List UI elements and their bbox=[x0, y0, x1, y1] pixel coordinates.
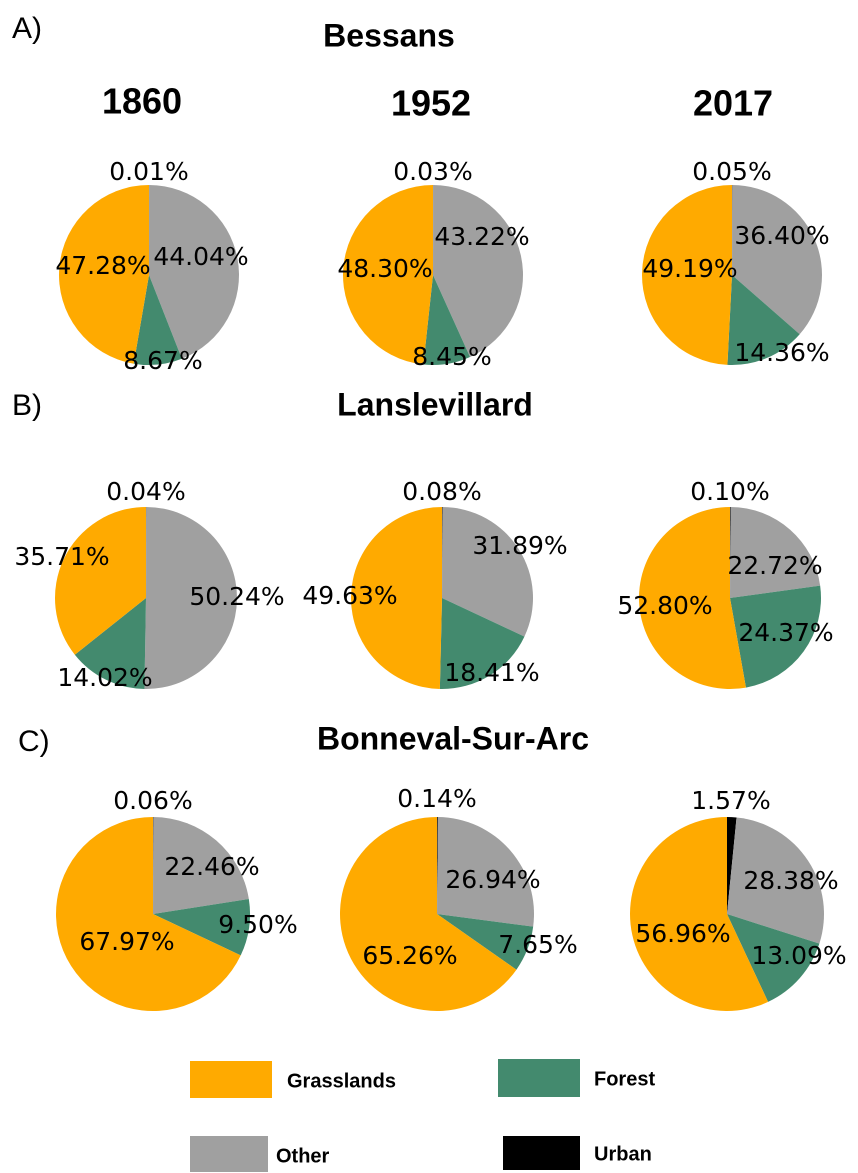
legend-label: Grasslands bbox=[287, 1070, 396, 1092]
slice-label: 0.14% bbox=[397, 784, 476, 813]
slice-label: 36.40% bbox=[734, 221, 829, 250]
pie-slice bbox=[343, 185, 433, 365]
pie-slice bbox=[727, 817, 824, 944]
pie-slice bbox=[439, 598, 525, 689]
legend-label: Urban bbox=[594, 1143, 652, 1165]
slice-label: 26.94% bbox=[445, 865, 540, 894]
pie-slice bbox=[340, 817, 517, 1011]
legend-label: Forest bbox=[594, 1068, 655, 1090]
slice-label: 0.01% bbox=[109, 157, 188, 186]
slice-label: 0.05% bbox=[692, 157, 771, 186]
year-header: 1860 bbox=[102, 81, 182, 122]
slice-label: 67.97% bbox=[79, 927, 174, 956]
legend-swatch bbox=[190, 1061, 272, 1098]
slice-label: 47.28% bbox=[55, 251, 150, 280]
slice-label: 44.04% bbox=[153, 242, 248, 271]
pie-slice bbox=[54, 507, 147, 655]
legend-swatch bbox=[503, 1136, 580, 1170]
pie-slice bbox=[437, 817, 534, 927]
pie-slice bbox=[144, 507, 238, 689]
legend-swatch bbox=[498, 1059, 580, 1097]
slice-label: 49.19% bbox=[642, 254, 737, 283]
pie-slice bbox=[437, 817, 438, 914]
slice-label: 22.72% bbox=[727, 551, 822, 580]
pie-slice bbox=[133, 275, 182, 365]
slice-label: 14.02% bbox=[57, 663, 152, 692]
pie-slice bbox=[56, 816, 241, 1011]
panel-label: A) bbox=[12, 12, 42, 45]
panel-label: B) bbox=[12, 389, 42, 422]
slice-label: 24.37% bbox=[738, 618, 833, 647]
pie-slice bbox=[153, 817, 249, 914]
slice-label: 18.41% bbox=[444, 658, 539, 687]
panel-title: Bessans bbox=[323, 17, 455, 53]
slice-label: 48.30% bbox=[337, 254, 432, 283]
slice-label: 9.50% bbox=[218, 910, 297, 939]
legend-swatch bbox=[190, 1136, 268, 1172]
panel-label: C) bbox=[18, 725, 50, 758]
pie-slice bbox=[727, 817, 737, 914]
slice-label: 0.10% bbox=[690, 477, 769, 506]
pie-slice bbox=[350, 507, 442, 689]
pie-slice bbox=[442, 507, 533, 637]
slice-label: 49.63% bbox=[302, 581, 397, 610]
pie-slice bbox=[732, 185, 823, 335]
pie-slice bbox=[639, 507, 746, 689]
pie-slice bbox=[74, 598, 146, 689]
panel-title: Lanslevillard bbox=[337, 386, 533, 422]
slice-label: 0.06% bbox=[113, 786, 192, 815]
slice-label: 65.26% bbox=[362, 941, 457, 970]
slice-label: 7.65% bbox=[498, 930, 577, 959]
year-header: 2017 bbox=[693, 83, 773, 124]
slice-label: 8.67% bbox=[123, 346, 202, 375]
slice-label: 28.38% bbox=[743, 866, 838, 895]
pie-slice bbox=[642, 185, 732, 365]
slice-label: 52.80% bbox=[617, 591, 712, 620]
pie-slice bbox=[149, 185, 240, 359]
pie-slice bbox=[437, 914, 534, 970]
slice-label: 22.46% bbox=[164, 852, 259, 881]
pie-slice bbox=[727, 914, 820, 1002]
slice-label: 8.45% bbox=[412, 342, 491, 371]
slice-label: 1.57% bbox=[691, 786, 770, 815]
slice-label: 14.36% bbox=[734, 338, 829, 367]
pie-slice bbox=[730, 507, 821, 598]
slice-label: 35.71% bbox=[14, 542, 109, 571]
slice-label: 13.09% bbox=[751, 941, 846, 970]
pie-slice bbox=[153, 898, 251, 956]
slice-label: 43.22% bbox=[434, 222, 529, 251]
slice-label: 31.89% bbox=[472, 531, 567, 560]
slice-label: 0.08% bbox=[402, 477, 481, 506]
slice-label: 50.24% bbox=[189, 582, 284, 611]
pie-slice bbox=[433, 185, 523, 358]
pie-slice bbox=[730, 507, 731, 598]
panel-title: Bonneval-Sur-Arc bbox=[317, 720, 589, 756]
pie-slice bbox=[59, 185, 149, 364]
pie-slice bbox=[727, 275, 800, 365]
pie-slice bbox=[423, 275, 471, 365]
slice-label: 56.96% bbox=[635, 919, 730, 948]
legend-label: Other bbox=[276, 1145, 330, 1167]
pie-slice bbox=[630, 817, 769, 1012]
year-header: 1952 bbox=[391, 83, 471, 124]
pie-slice bbox=[730, 585, 822, 688]
slice-label: 0.03% bbox=[393, 157, 472, 186]
slice-label: 0.04% bbox=[106, 477, 185, 506]
